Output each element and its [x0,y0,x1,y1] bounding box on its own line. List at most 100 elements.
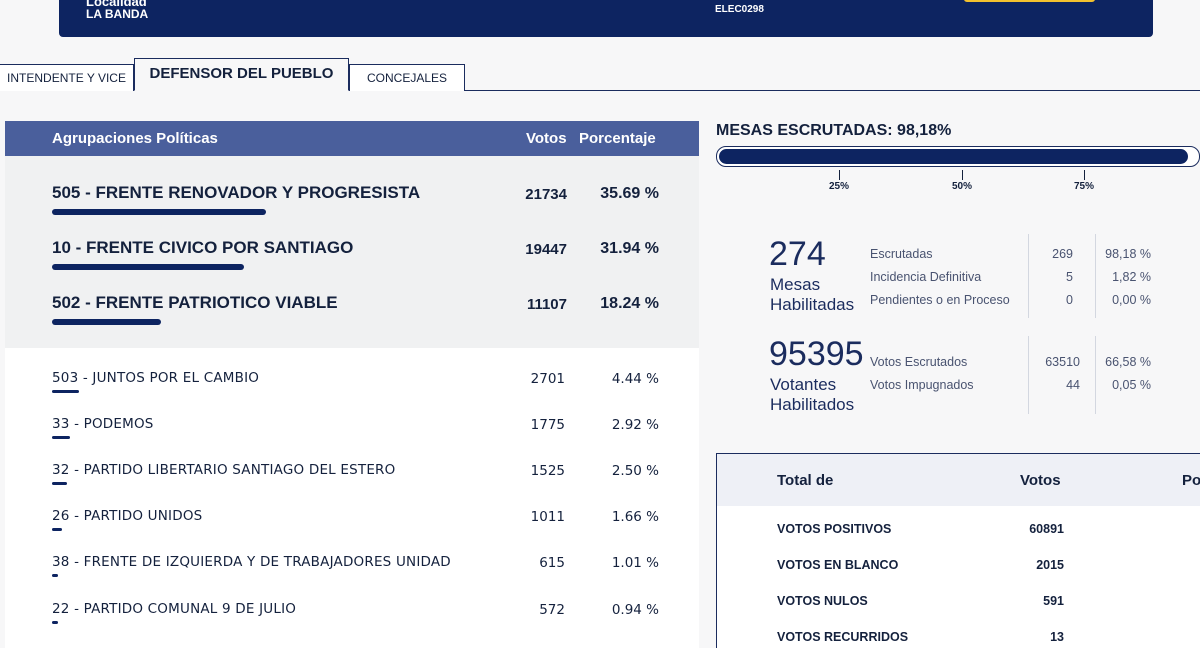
tab-intendente[interactable]: INTENDENTE Y VICE [0,64,134,91]
totals-header: Total de Votos Po [717,454,1200,506]
divider [1095,336,1096,414]
header-banner: Localidad LA BANDA ELEC0298 [59,0,1153,37]
totals-row-label: VOTOS NULOS [777,594,868,608]
divider [1028,336,1029,414]
party-name: 22 - PARTIDO COMUNAL 9 DE JULIO [52,601,296,617]
progress-tick: 75% [1064,170,1104,192]
party-votes: 21734 [525,186,567,203]
mesas-habilitadas-count: 274 [769,235,826,274]
party-name: 38 - FRENTE DE IZQUIERDA Y DE TRABAJADOR… [52,554,451,570]
totals-row-label: VOTOS EN BLANCO [777,558,898,572]
party-name: 33 - PODEMOS [52,416,154,432]
party-bar [52,390,79,393]
mesas-row-label: Incidencia Definitiva [870,270,981,284]
party-bar [52,528,62,531]
votantes-row-label: Votos Escrutados [870,355,967,369]
votantes-row-pct: 0,05 % [1098,378,1151,392]
totals-row-votes: 591 [1043,594,1064,608]
totals-col-pct: Po [1182,472,1200,489]
party-bar [52,574,58,577]
party-bar [52,319,161,325]
party-pct: 31.94 % [600,240,659,258]
mesas-row-pct: 98,18 % [1098,247,1151,261]
party-pct: 35.69 % [600,185,659,203]
party-name: 26 - PARTIDO UNIDOS [52,508,202,524]
votantes-row-count: 44 [1030,378,1080,392]
party-bar [52,436,70,439]
party-pct: 1.01 % [612,555,659,571]
party-name: 32 - PARTIDO LIBERTARIO SANTIAGO DEL EST… [52,462,395,478]
party-name: 503 - JUNTOS POR EL CAMBIO [52,370,259,386]
party-pct: 1.66 % [612,509,659,525]
result-row: 38 - FRENTE DE IZQUIERDA Y DE TRABAJADOR… [5,554,699,584]
party-votes: 1011 [531,509,565,525]
mesas-habilitadas-label-2: Habilitadas [770,295,854,315]
totals-col-label: Total de [777,472,833,489]
totals-row-votes: 60891 [1029,522,1064,536]
party-votes: 572 [539,602,565,618]
party-votes: 1525 [531,463,565,479]
mesas-row-label: Escrutadas [870,247,933,261]
party-pct: 4.44 % [612,371,659,387]
party-pct: 2.50 % [612,463,659,479]
party-bar [52,482,67,485]
votantes-label-1: Votantes [770,375,836,395]
votantes-label-2: Habilitados [770,395,854,415]
party-votes: 19447 [525,241,567,258]
party-name: 505 - FRENTE RENOVADOR Y PROGRESISTA [52,183,420,203]
party-votes: 1775 [531,417,565,433]
totals-row-votes: 13 [1050,630,1064,644]
mesas-title: MESAS ESCRUTADAS: 98,18% [716,122,951,140]
result-row: 10 - FRENTE CIVICO POR SANTIAGO 19447 31… [5,238,699,278]
mesas-row-count: 5 [1030,270,1073,284]
party-name: 10 - FRENTE CIVICO POR SANTIAGO [52,238,353,258]
col-party-header: Agrupaciones Políticas [52,130,218,147]
totals-row-votes: 2015 [1036,558,1064,572]
totals-row-label: VOTOS RECURRIDOS [777,630,908,644]
location-name: LA BANDA [86,7,148,21]
mesas-row-count: 0 [1030,293,1073,307]
votantes-count: 95395 [769,335,864,374]
progress-tick: 50% [942,170,982,192]
result-row: 26 - PARTIDO UNIDOS 1011 1.66 % [5,508,699,538]
top-results: 505 - FRENTE RENOVADOR Y PROGRESISTA 217… [5,156,699,348]
tab-concejales[interactable]: CONCEJALES [349,64,465,91]
progress-tick: 25% [819,170,859,192]
mesas-row-label: Pendientes o en Proceso [870,293,1010,307]
party-bar [52,264,244,270]
divider [1095,234,1096,318]
result-row: 22 - PARTIDO COMUNAL 9 DE JULIO 572 0.94… [5,601,699,631]
party-pct: 2.92 % [612,417,659,433]
party-pct: 0.94 % [612,602,659,618]
votantes-row-pct: 66,58 % [1098,355,1151,369]
votantes-row-label: Votos Impugnados [870,378,974,392]
totals-row: VOTOS EN BLANCO 2015 [717,558,1200,588]
col-pct-header: Porcentaje [579,130,656,147]
result-row: 32 - PARTIDO LIBERTARIO SANTIAGO DEL EST… [5,462,699,492]
divider [1028,234,1029,318]
result-row: 502 - FRENTE PATRIOTICO VIABLE 11107 18.… [5,293,699,333]
mesas-habilitadas-label-1: Mesas [770,275,820,295]
result-row: 503 - JUNTOS POR EL CAMBIO 2701 4.44 % [5,370,699,400]
mesas-row-pct: 0,00 % [1098,293,1151,307]
party-votes: 2701 [531,371,565,387]
totals-table: Total de Votos Po VOTOS POSITIVOS 60891 … [716,453,1200,648]
mesas-progress-fill [719,149,1188,164]
totals-row: VOTOS RECURRIDOS 13 [717,630,1200,648]
totals-row: VOTOS POSITIVOS 60891 [717,522,1200,552]
results-table: Agrupaciones Políticas Votos Porcentaje … [5,121,699,648]
votantes-row-count: 63510 [1030,355,1080,369]
totals-col-votes: Votos [1020,472,1061,489]
totals-row-label: VOTOS POSITIVOS [777,522,891,536]
result-row: 33 - PODEMOS 1775 2.92 % [5,416,699,446]
party-votes: 11107 [527,296,567,313]
mesas-progress-bar [716,146,1200,167]
party-name: 502 - FRENTE PATRIOTICO VIABLE [52,293,338,313]
header-action-button[interactable] [964,0,1095,2]
mesas-row-count: 269 [1030,247,1073,261]
totals-row: VOTOS NULOS 591 [717,594,1200,624]
party-bar [52,621,58,624]
tab-defensor[interactable]: DEFENSOR DEL PUEBLO [134,58,349,91]
mesas-row-pct: 1,82 % [1098,270,1151,284]
party-pct: 18.24 % [600,295,659,313]
